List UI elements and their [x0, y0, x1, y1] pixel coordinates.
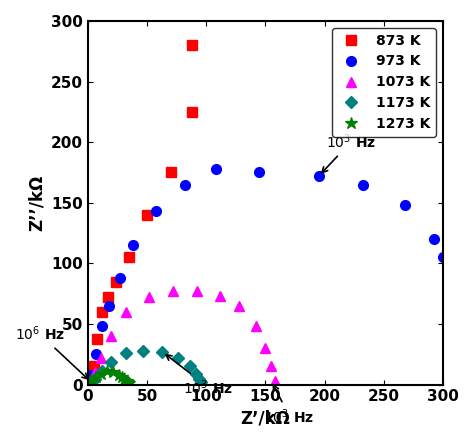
1173 K — [175, 355, 181, 361]
1073 K — [253, 324, 259, 329]
873 K — [105, 295, 111, 300]
1173 K — [89, 380, 94, 385]
973 K — [99, 324, 105, 329]
Line: 1173 K: 1173 K — [87, 346, 206, 386]
X-axis label: Z’/kΩ: Z’/kΩ — [240, 410, 291, 428]
1273 K — [125, 380, 131, 385]
1173 K — [141, 348, 146, 354]
1173 K — [99, 369, 105, 374]
1073 K — [237, 303, 242, 308]
1273 K — [127, 381, 132, 386]
Text: $10^3$ Hz: $10^3$ Hz — [322, 133, 376, 173]
1173 K — [199, 380, 204, 385]
1173 K — [109, 359, 114, 364]
1273 K — [98, 371, 104, 377]
1073 K — [218, 293, 223, 299]
873 K — [94, 336, 100, 341]
1173 K — [159, 349, 165, 354]
973 K — [106, 303, 112, 308]
1273 K — [87, 381, 93, 386]
973 K — [402, 202, 408, 208]
973 K — [93, 352, 99, 357]
1073 K — [98, 355, 104, 361]
1073 K — [170, 288, 176, 294]
Line: 973 K: 973 K — [86, 164, 448, 380]
Legend: 873 K, 973 K, 1073 K, 1173 K, 1273 K: 873 K, 973 K, 1073 K, 1173 K, 1273 K — [332, 28, 436, 137]
1073 K — [123, 309, 128, 315]
1273 K — [104, 369, 109, 374]
1073 K — [146, 295, 152, 300]
1173 K — [92, 376, 98, 381]
1273 K — [116, 372, 121, 377]
873 K — [99, 309, 105, 315]
1173 K — [192, 371, 198, 377]
973 K — [440, 255, 446, 260]
Text: $10^3$ Hz: $10^3$ Hz — [264, 385, 315, 426]
Line: 873 K: 873 K — [86, 107, 197, 383]
1073 K — [109, 334, 114, 339]
1273 K — [119, 375, 125, 380]
Text: $10^6$ Hz: $10^6$ Hz — [15, 325, 88, 379]
973 K — [431, 237, 437, 242]
973 K — [89, 372, 94, 377]
1073 K — [92, 370, 98, 375]
1073 K — [263, 346, 268, 351]
1073 K — [194, 288, 200, 294]
973 K — [213, 166, 219, 171]
873 K — [127, 255, 132, 260]
873 K — [189, 109, 195, 115]
1073 K — [89, 378, 94, 384]
1273 K — [93, 375, 99, 380]
Text: $10^3$ Hz: $10^3$ Hz — [166, 355, 233, 396]
1173 K — [123, 350, 128, 356]
973 K — [117, 275, 123, 280]
Line: 1073 K: 1073 K — [86, 287, 280, 386]
1273 K — [122, 377, 128, 382]
1273 K — [110, 370, 116, 375]
873 K — [89, 376, 94, 381]
873 K — [113, 279, 119, 284]
973 K — [316, 174, 321, 179]
1073 K — [272, 378, 278, 384]
1273 K — [124, 378, 130, 384]
973 K — [182, 182, 188, 187]
973 K — [130, 243, 136, 248]
973 K — [360, 182, 365, 187]
1173 K — [187, 364, 192, 369]
873 K — [168, 170, 173, 175]
1073 K — [268, 364, 274, 369]
1173 K — [196, 376, 202, 381]
Line: 1273 K: 1273 K — [84, 365, 136, 390]
973 K — [154, 209, 159, 214]
Y-axis label: Z’’/kΩ: Z’’/kΩ — [27, 175, 46, 231]
873 K — [91, 364, 97, 369]
1273 K — [90, 378, 95, 384]
873 K — [144, 212, 150, 218]
973 K — [256, 170, 262, 175]
